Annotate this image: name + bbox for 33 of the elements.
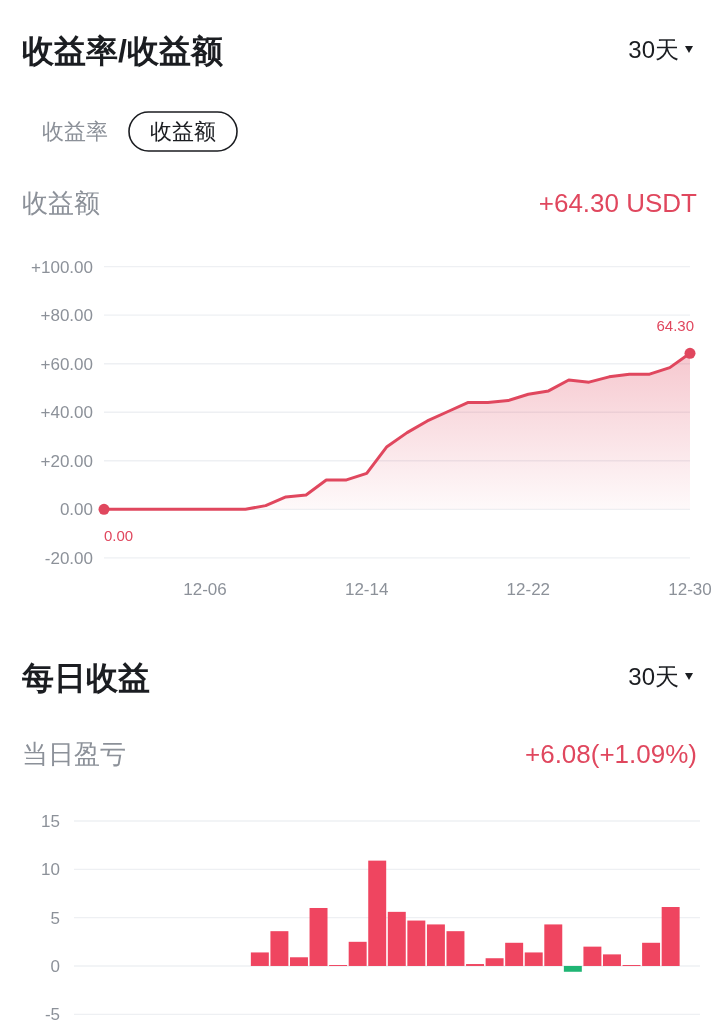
y-tick-label: +80.00	[40, 306, 93, 326]
chart-title: 每日收益	[21, 660, 150, 696]
text: 30天	[628, 36, 679, 63]
y-axis-title: 收益额	[22, 188, 100, 218]
text: 30天	[628, 663, 679, 690]
bar	[602, 954, 621, 966]
y-tick-label: +40.00	[40, 403, 93, 423]
x-tick-label: 12-22	[506, 580, 551, 599]
x-tick-label: 12-30	[668, 580, 712, 599]
chart-title: 收益率/收益额	[22, 33, 223, 69]
y-tick-label: -5	[44, 1005, 60, 1025]
data-label: 64.30	[656, 317, 694, 335]
bar	[583, 946, 602, 966]
text: 收益率	[42, 119, 108, 144]
y-tick-label: +100.00	[31, 257, 93, 277]
data-label: 0.00	[104, 527, 134, 545]
x-tick-label: 12-06	[183, 580, 227, 599]
y-tick-label: -20.00	[44, 548, 93, 568]
y-tick-label: +20.00	[40, 451, 93, 471]
y-axis-title: 当日盈亏	[22, 739, 126, 769]
y-tick-label: +60.00	[40, 354, 93, 374]
y-tick-label: 5	[50, 908, 60, 928]
text: 收益额	[150, 119, 216, 144]
y-tick-label: 10	[41, 860, 60, 880]
bar	[661, 907, 680, 966]
y-tick-label: 0	[50, 956, 60, 976]
y-tick-label: 0.00	[59, 500, 93, 520]
text: +64.30 USDT	[538, 188, 698, 218]
bar	[289, 957, 308, 966]
text: +6.08(+1.09%)	[524, 739, 697, 769]
y-tick-label: 15	[41, 812, 60, 831]
x-tick-label: 12-14	[344, 580, 389, 599]
bar	[563, 965, 582, 972]
